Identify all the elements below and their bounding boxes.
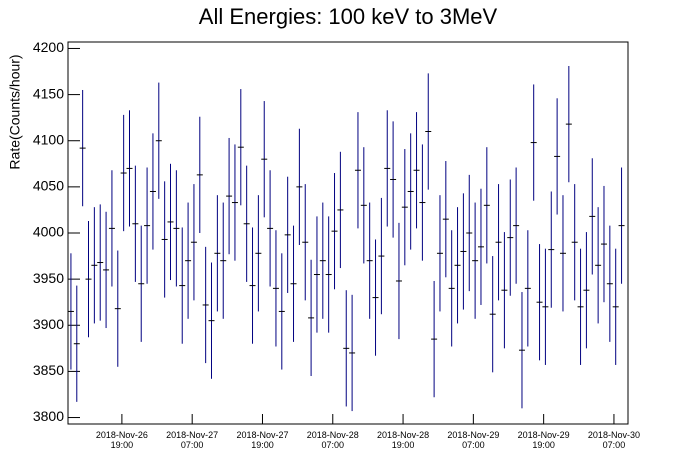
y-tick-label: 4050	[33, 178, 64, 194]
y-tick-label: 4200	[33, 39, 64, 55]
y-tick-label: 3950	[33, 270, 64, 286]
x-tick-label: 2018-Nov-27 19:00	[236, 430, 288, 450]
x-tick-label: 2018-Nov-29 19:00	[518, 430, 570, 450]
x-tick-label: 2018-Nov-28 07:00	[307, 430, 359, 450]
y-tick-label: 3800	[33, 408, 64, 424]
y-axis-title: Rate(Counts/hour)	[7, 54, 23, 169]
y-tick-label: 4100	[33, 131, 64, 147]
chart-title: All Energies: 100 keV to 3MeV	[199, 4, 498, 29]
y-tick-label: 3900	[33, 316, 64, 332]
y-tick-label: 4150	[33, 85, 64, 101]
y-tick-label: 4000	[33, 224, 64, 240]
x-tick-label: 2018-Nov-30 07:00	[588, 430, 640, 450]
x-tick-label: 2018-Nov-28 19:00	[377, 430, 429, 450]
x-tick-label: 2018-Nov-29 07:00	[447, 430, 499, 450]
x-tick-label: 2018-Nov-27 07:00	[166, 430, 218, 450]
x-tick-label: 2018-Nov-26 19:00	[96, 430, 148, 450]
y-tick-label: 3850	[33, 362, 64, 378]
